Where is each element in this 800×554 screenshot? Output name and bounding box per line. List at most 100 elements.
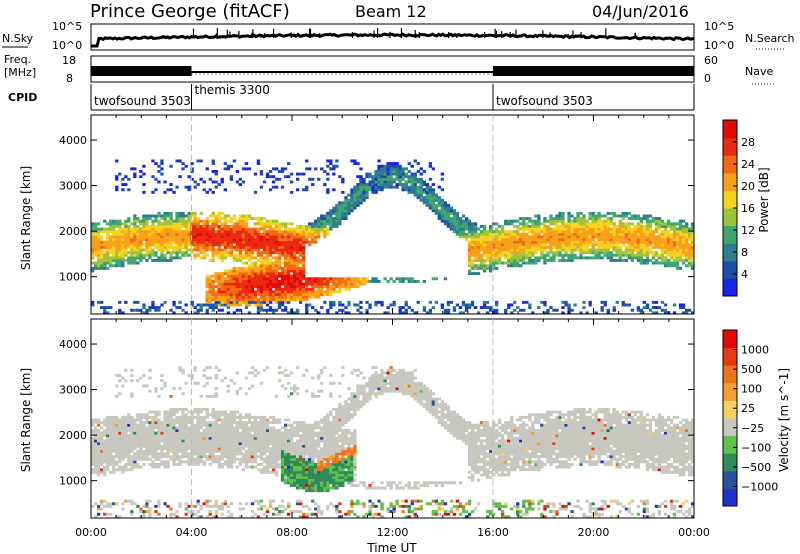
velocity-cell — [211, 447, 215, 451]
power-cell — [305, 308, 309, 312]
power-cell — [555, 219, 559, 223]
power-cell — [591, 230, 595, 234]
power-cell — [552, 238, 556, 242]
power-cell — [154, 214, 158, 218]
velocity-cell — [154, 447, 158, 451]
power-cell — [467, 303, 472, 307]
velocity-cell — [178, 429, 182, 432]
power-cell — [208, 285, 212, 289]
power-cell — [238, 227, 243, 231]
power-cell — [109, 245, 113, 249]
power-cell — [244, 282, 249, 286]
power-cell — [277, 170, 282, 173]
power-cell — [184, 230, 188, 234]
power-cell — [323, 280, 327, 283]
power-cell — [594, 235, 598, 239]
power-cell — [175, 306, 179, 310]
power-cell — [678, 248, 683, 252]
power-cell — [308, 287, 312, 291]
power-cell — [172, 225, 176, 228]
power-cell — [685, 240, 689, 244]
power-cell — [172, 230, 176, 234]
power-cell — [175, 230, 179, 234]
power-cell — [223, 280, 228, 283]
velocity-cell — [154, 410, 158, 414]
power-cell — [404, 308, 408, 312]
power-cell — [612, 230, 616, 234]
power-cell — [184, 251, 188, 255]
power-cell — [166, 235, 170, 239]
power-cell — [311, 225, 315, 228]
power-cell — [190, 232, 194, 236]
power-cell — [419, 177, 423, 181]
power-cell — [157, 211, 161, 215]
power-cell — [118, 261, 122, 265]
power-cell — [528, 240, 532, 244]
power-cell — [618, 259, 622, 262]
power-cell — [214, 235, 218, 239]
velocity-cell — [109, 449, 113, 453]
velocity-cell — [106, 452, 110, 456]
power-cell — [139, 245, 143, 249]
power-cell — [265, 230, 270, 234]
power-cell — [428, 308, 433, 312]
power-cell — [268, 232, 273, 236]
power-cell — [579, 253, 583, 257]
power-cell — [486, 243, 490, 247]
power-cell — [302, 188, 306, 192]
power-cell — [455, 214, 460, 218]
power-cell — [501, 243, 505, 247]
velocity-cell — [154, 436, 158, 440]
power-cell — [588, 240, 592, 244]
velocity-cell — [136, 449, 140, 453]
power-cell — [660, 261, 665, 265]
power-cell — [675, 243, 680, 247]
power-cell — [145, 219, 149, 223]
power-cell — [235, 253, 240, 257]
power-cell — [540, 256, 544, 260]
power-cell — [142, 311, 146, 315]
power-cell — [296, 261, 300, 265]
power-cell — [407, 170, 411, 173]
velocity-cell — [106, 431, 110, 435]
power-cell — [232, 269, 237, 273]
power-cell — [507, 245, 511, 249]
power-cell — [262, 261, 267, 265]
power-cell — [648, 235, 653, 239]
power-cell — [609, 243, 613, 247]
power-cell — [205, 235, 209, 239]
power-cell — [347, 209, 351, 213]
power-cell — [504, 245, 508, 249]
power-cell — [356, 303, 360, 307]
velocity-cell — [160, 455, 164, 459]
power-cell — [145, 238, 149, 242]
power-cell — [522, 219, 526, 223]
power-cell — [356, 188, 360, 192]
power-cell — [344, 217, 348, 221]
velocity-cell — [103, 418, 107, 422]
power-cell — [498, 248, 502, 252]
power-cell — [368, 180, 372, 184]
power-cell — [612, 245, 616, 249]
power-cell — [302, 256, 306, 260]
power-cell — [133, 308, 137, 312]
power-cell — [115, 222, 119, 226]
power-cell — [184, 253, 188, 257]
power-cell — [250, 243, 255, 247]
power-cell — [277, 235, 282, 239]
velocity-cell — [121, 502, 125, 506]
velocity-cell — [121, 421, 125, 425]
power-cell — [464, 219, 469, 223]
power-cell — [293, 290, 297, 294]
power-cell — [639, 259, 644, 262]
power-cell — [163, 230, 167, 234]
velocity-cell — [211, 452, 215, 456]
power-cell — [609, 232, 613, 236]
power-cell — [220, 248, 224, 252]
power-cell — [157, 235, 161, 239]
power-cell — [639, 235, 644, 239]
power-cell — [398, 175, 402, 179]
power-cell — [169, 164, 173, 168]
power-cell — [235, 274, 240, 278]
power-cell — [495, 308, 499, 312]
